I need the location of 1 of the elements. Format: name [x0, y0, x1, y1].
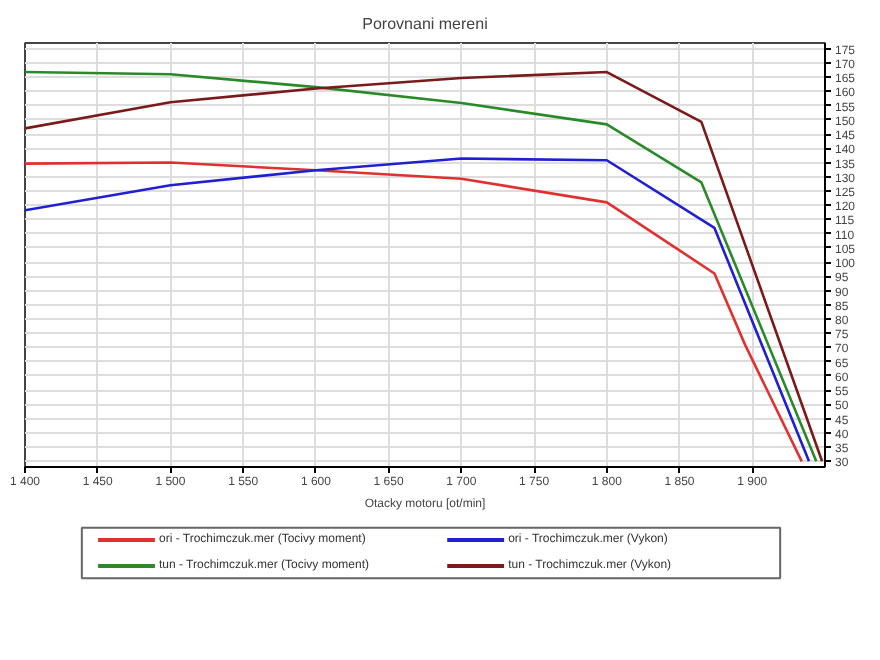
chart-title: Porovnani mereni — [362, 15, 489, 33]
